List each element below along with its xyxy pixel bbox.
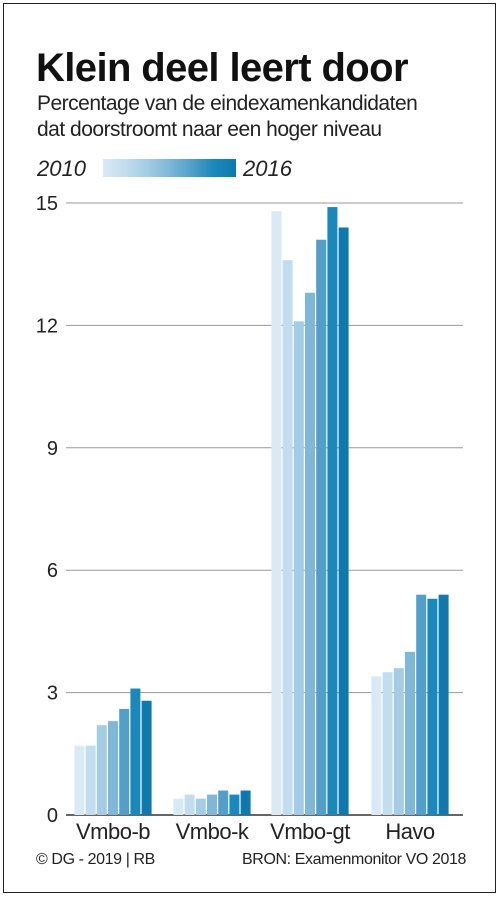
legend-start-label: 2010 [37,156,86,181]
y-tick-label: 9 [47,438,58,460]
bar [405,651,415,815]
bar [316,239,327,816]
y-tick-label: 15 [36,193,58,215]
chart-subtitle-line2: dat doorstroomt naar een hoger niveau [37,118,382,141]
bar [327,207,338,815]
bar [74,745,85,815]
bar [119,708,130,815]
bar [108,721,118,815]
bar [96,725,107,815]
bar [184,794,195,815]
bar [85,745,96,815]
y-tick-label: 12 [36,315,58,337]
bar [293,321,304,815]
bar [271,211,282,815]
bar [371,676,382,815]
bar [382,672,393,815]
source-text: BRON: Examenmonitor VO 2018 [242,851,466,868]
chart-subtitle-line1: Percentage van de eindexamenkandidaten [37,92,418,115]
infographic-frame [3,3,496,893]
bar [218,790,229,815]
y-tick-label: 0 [47,805,58,827]
bar [240,790,251,815]
bar [416,594,427,815]
bar [282,260,293,815]
x-tick-label: Vmbo-gt [270,819,350,844]
x-tick-label: Havo [385,819,435,844]
chart-title: Klein deel leert door [36,46,409,90]
y-tick-label: 3 [47,683,58,705]
bar [173,798,184,815]
bar [305,292,315,815]
x-tick-label: Vmbo-b [76,819,150,844]
y-tick-label: 6 [47,560,58,582]
bar [141,700,152,815]
bar [195,798,206,815]
bar [338,227,349,816]
bar [393,668,404,815]
legend-end-label: 2016 [243,156,292,181]
x-tick-label: Vmbo-k [176,819,250,844]
legend-gradient-bar [103,159,236,177]
bar [130,688,141,815]
bar [438,594,449,815]
bar [229,794,240,815]
credit-text: © DG - 2019 | RB [36,851,155,868]
bar [207,794,217,815]
bar [427,598,438,815]
